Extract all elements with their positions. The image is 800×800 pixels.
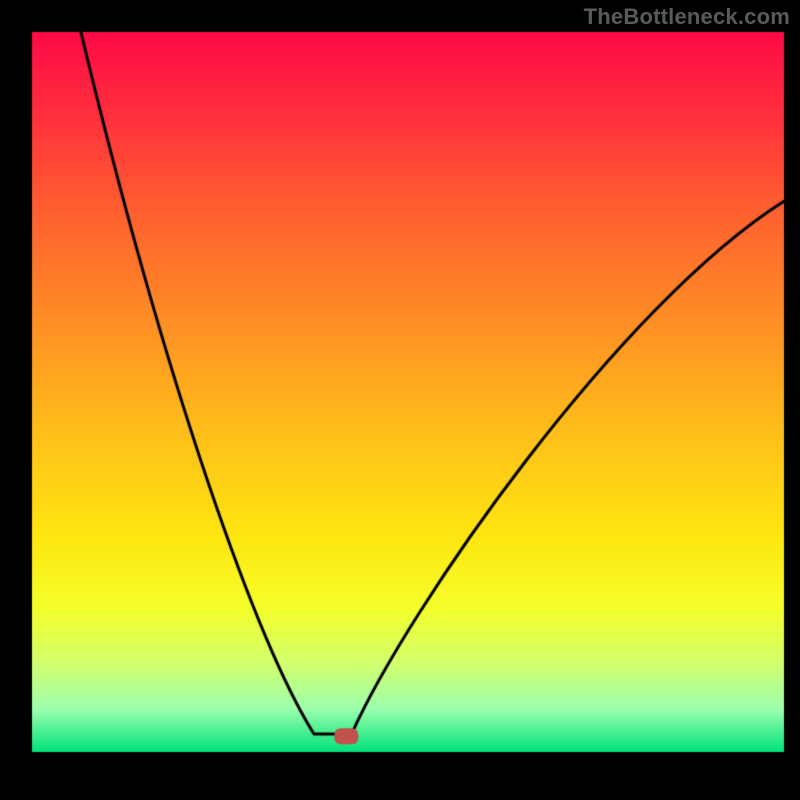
chart-container: TheBottleneck.com: [0, 0, 800, 800]
bottleneck-chart-canvas: [0, 0, 800, 800]
